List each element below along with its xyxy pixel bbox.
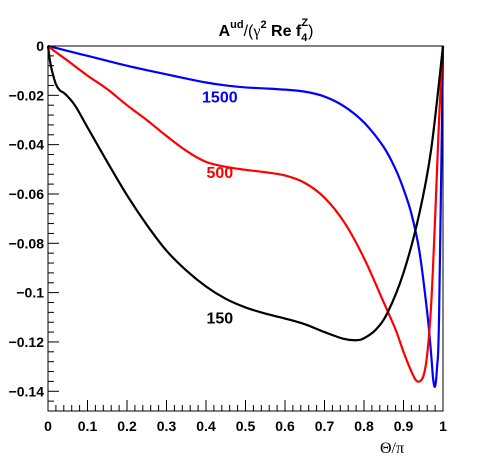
x-tick-label-0-3: 0.3 bbox=[157, 418, 177, 434]
tick-layer: 0 0.1 0.2 0.3 0.4 0.5 0.6 0.7 0.8 0.9 1 0 −0.02 −0.04… bbox=[9, 38, 448, 434]
title-subscript-4: 4 bbox=[301, 32, 308, 44]
y-tick-label-0-06: −0.06 bbox=[9, 186, 45, 202]
series-layer bbox=[46, 44, 445, 388]
y-tick-label-0-14: −0.14 bbox=[9, 383, 45, 399]
title-superscript-2: 2 bbox=[260, 19, 266, 31]
x-tick-label-0-5: 0.5 bbox=[236, 418, 256, 434]
y-tick-label-0: 0 bbox=[36, 38, 44, 54]
title-superscript-ud: ud bbox=[230, 19, 243, 31]
title-superscript-z: Z bbox=[301, 17, 308, 29]
x-axis-label: Θ/π bbox=[380, 440, 404, 457]
y-tick-label-0-08: −0.08 bbox=[9, 235, 45, 251]
x-tick-label-0-6: 0.6 bbox=[275, 418, 295, 434]
y-tick-label-0-1: −0.1 bbox=[16, 285, 44, 301]
series-line-150 bbox=[46, 45, 445, 342]
x-tick-label-1: 1 bbox=[439, 418, 447, 434]
y-tick-label-0-12: −0.12 bbox=[9, 334, 45, 350]
x-tick-label-0-2: 0.2 bbox=[117, 418, 137, 434]
y-tick-label-0-04: −0.04 bbox=[9, 137, 45, 153]
y-tick-label-0-02: −0.02 bbox=[9, 87, 45, 103]
series-line-500 bbox=[47, 45, 445, 383]
curve-label-150: 150 bbox=[206, 310, 233, 327]
x-tick-label-0-8: 0.8 bbox=[354, 418, 374, 434]
series-line-1500 bbox=[47, 44, 445, 388]
label-layer: 1500 500 150 bbox=[202, 90, 238, 328]
curve-label-500: 500 bbox=[206, 165, 233, 182]
chart-title: Aud/(γ2 Re f4Z) bbox=[219, 17, 314, 44]
x-tick-label-0-1: 0.1 bbox=[78, 418, 98, 434]
x-tick-label-0-9: 0.9 bbox=[394, 418, 414, 434]
x-tick-label-0: 0 bbox=[44, 418, 52, 434]
x-tick-label-0-4: 0.4 bbox=[196, 418, 216, 434]
x-tick-label-0-7: 0.7 bbox=[315, 418, 335, 434]
curve-label-1500: 1500 bbox=[202, 90, 238, 107]
